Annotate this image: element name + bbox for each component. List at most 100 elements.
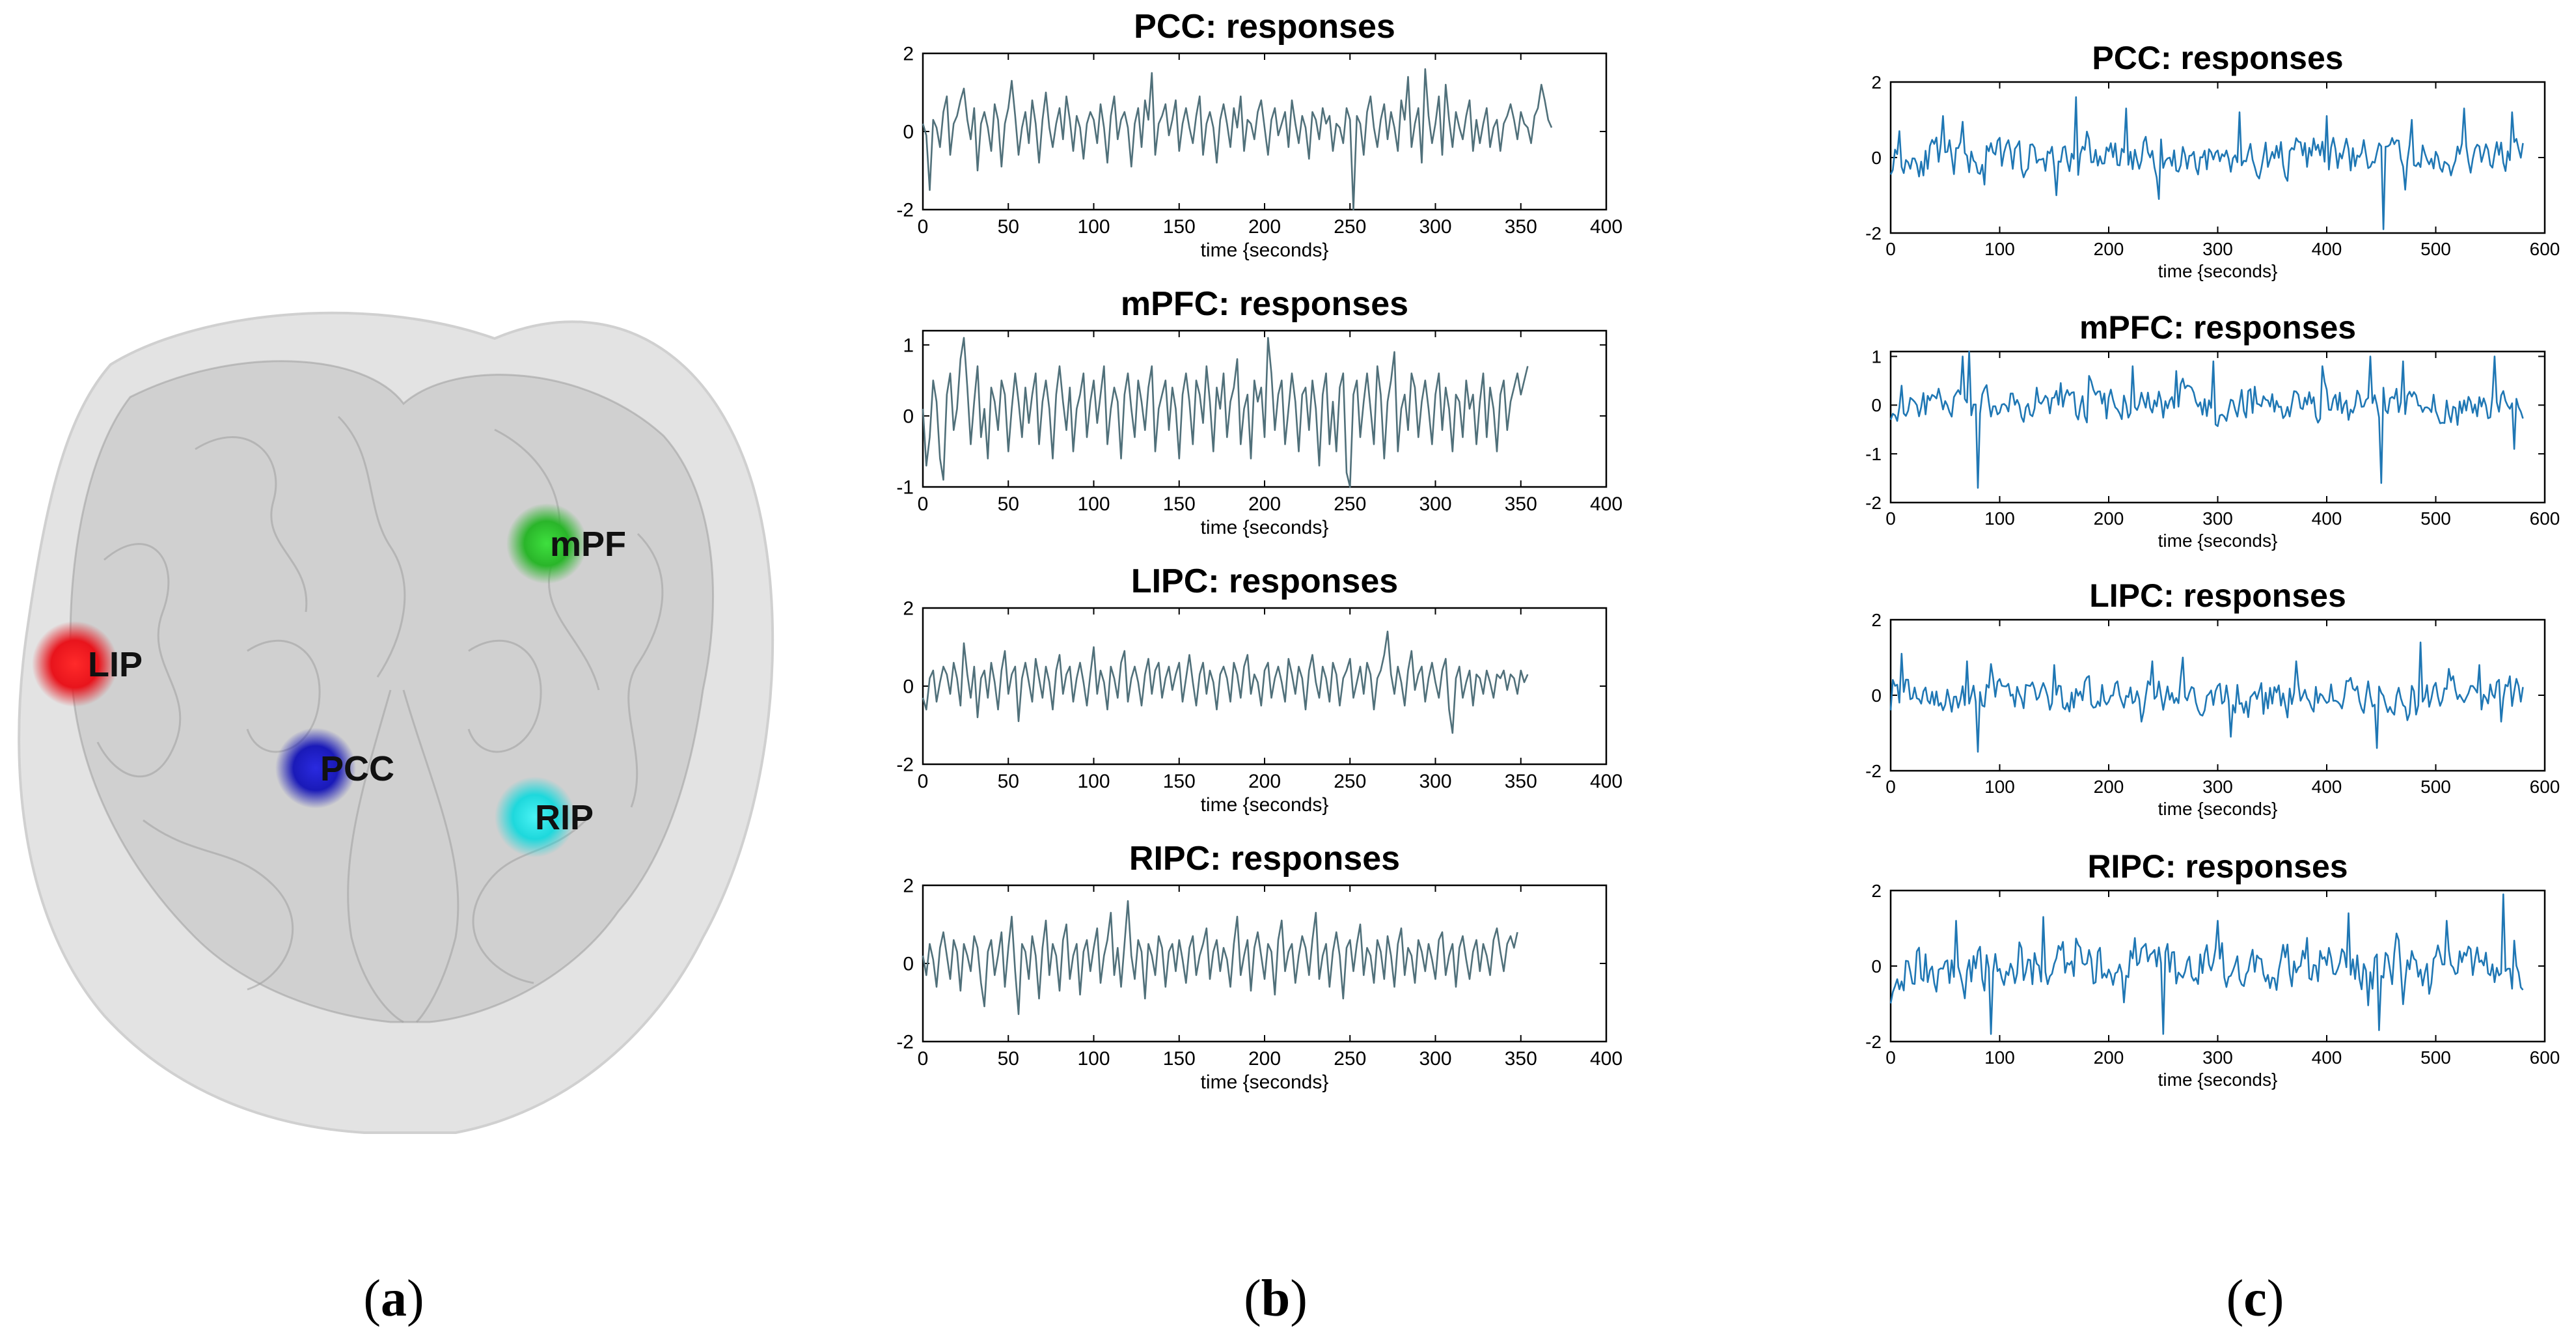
chart-title: PCC: responses — [1134, 8, 1395, 46]
chart-title: PCC: responses — [2092, 40, 2343, 76]
series-line-mpfc — [922, 337, 1529, 488]
x-tick-label: 400 — [2312, 508, 2342, 529]
x-tick-label: 0 — [1885, 239, 1896, 259]
y-tick-label: 0 — [903, 122, 914, 143]
plot-frame — [1889, 350, 2546, 504]
chart-b-lipc: LIPC: responses 0 50 100 150 200 250 300 350 400 -… — [896, 562, 1623, 816]
x-tick-label: 100 — [1984, 239, 2015, 259]
x-tick-label: 200 — [1248, 493, 1281, 515]
x-tick-label: 250 — [1334, 493, 1366, 515]
x-tick-label: 400 — [1590, 216, 1623, 238]
plot-frame — [1889, 889, 2546, 1043]
x-tick-label: 200 — [2094, 777, 2124, 797]
x-tick-label: 100 — [1984, 508, 2015, 529]
chart-title: mPFC: responses — [1121, 285, 1408, 323]
x-tick-label: 50 — [998, 771, 1019, 792]
y-tick-label: -1 — [896, 477, 914, 499]
y-tick-label: -2 — [1865, 493, 1882, 513]
x-tick-label: 0 — [918, 771, 929, 792]
y-tick-label: -1 — [1865, 444, 1882, 464]
y-tick-label: -2 — [896, 200, 914, 221]
x-tick-label: 200 — [1248, 216, 1281, 238]
series-line-lipc — [922, 630, 1529, 734]
y-tick-label: -2 — [896, 1032, 914, 1053]
y-tick-label: 1 — [903, 335, 914, 356]
x-tick-label: 300 — [2202, 239, 2233, 259]
x-axis-label: time {seconds} — [1201, 1071, 1329, 1093]
chart-title: mPFC: responses — [2079, 309, 2356, 346]
x-tick-label: 500 — [2420, 239, 2451, 259]
x-tick-label: 200 — [2094, 508, 2124, 529]
x-tick-label: 500 — [2420, 1047, 2451, 1068]
plot-frame — [1889, 81, 2546, 234]
series-line-pcc — [1889, 96, 2524, 230]
panel-label-a: (a) — [363, 1270, 424, 1327]
x-tick-label: 200 — [1248, 1048, 1281, 1070]
x-tick-label: 100 — [1984, 777, 2015, 797]
x-tick-label: 600 — [2530, 239, 2560, 259]
x-tick-label: 600 — [2530, 1047, 2560, 1068]
x-tick-label: 350 — [1505, 493, 1537, 515]
panel-label-c: (c) — [2226, 1270, 2284, 1327]
y-tick-label: 0 — [1871, 148, 1882, 168]
x-tick-label: 100 — [1077, 771, 1110, 792]
x-tick-label: 150 — [1163, 1048, 1196, 1070]
x-tick-label: 600 — [2530, 777, 2560, 797]
x-axis-label: time {seconds} — [1201, 794, 1329, 816]
y-tick-label: 0 — [903, 676, 914, 698]
x-tick-label: 100 — [1077, 493, 1110, 515]
plot-frame — [922, 329, 1608, 488]
x-tick-label: 100 — [1984, 1047, 2015, 1068]
chart-title: RIPC: responses — [1129, 840, 1400, 878]
y-tick-label: 2 — [903, 598, 914, 620]
chart-b-ripc: RIPC: responses 0 50 100 150 200 250 300 350 400 -… — [896, 840, 1623, 1093]
x-tick-label: 150 — [1163, 771, 1196, 792]
region-label-lip: LIP — [88, 645, 143, 684]
y-tick-label: 0 — [903, 954, 914, 975]
series-line-ripc — [1889, 893, 2524, 1035]
x-tick-label: 200 — [1248, 771, 1281, 792]
x-tick-label: 250 — [1334, 1048, 1366, 1070]
x-tick-label: 100 — [1077, 1048, 1110, 1070]
x-tick-label: 600 — [2530, 508, 2560, 529]
x-tick-label: 50 — [998, 1048, 1019, 1070]
x-tick-label: 0 — [1885, 508, 1896, 529]
plot-frame — [1889, 618, 2546, 772]
pcc-marker — [275, 728, 356, 809]
x-tick-label: 100 — [1077, 216, 1110, 238]
x-tick-label: 400 — [1590, 771, 1623, 792]
x-tick-label: 200 — [2094, 1047, 2124, 1068]
rip-marker — [495, 777, 575, 857]
series-line-pcc — [922, 68, 1553, 211]
x-tick-label: 500 — [2420, 777, 2451, 797]
x-tick-label: 250 — [1334, 771, 1366, 792]
series-line-ripc — [922, 900, 1518, 1016]
x-tick-label: 300 — [1419, 771, 1451, 792]
x-tick-label: 350 — [1505, 216, 1537, 238]
x-tick-label: 400 — [2312, 239, 2342, 259]
x-tick-label: 350 — [1505, 771, 1537, 792]
x-tick-label: 150 — [1163, 493, 1196, 515]
x-axis-label: time {seconds} — [2158, 261, 2278, 281]
panel-label-b: (b) — [1244, 1270, 1308, 1327]
y-tick-label: -2 — [1865, 761, 1882, 781]
y-tick-label: -2 — [1865, 1032, 1882, 1052]
chart-title: RIPC: responses — [2087, 848, 2348, 885]
y-tick-label: -2 — [896, 754, 914, 776]
y-tick-label: 0 — [1871, 685, 1882, 706]
series-line-lipc — [1889, 641, 2524, 753]
plot-frame — [922, 884, 1608, 1043]
x-tick-label: 0 — [918, 216, 929, 238]
mpf-marker — [506, 503, 587, 584]
x-tick-label: 400 — [1590, 493, 1623, 515]
plot-frame — [922, 607, 1608, 766]
x-tick-label: 400 — [2312, 1047, 2342, 1068]
x-tick-label: 0 — [1885, 1047, 1896, 1068]
x-tick-label: 200 — [2094, 239, 2124, 259]
brain-render — [18, 311, 774, 1135]
region-label-rip: RIP — [535, 798, 594, 837]
